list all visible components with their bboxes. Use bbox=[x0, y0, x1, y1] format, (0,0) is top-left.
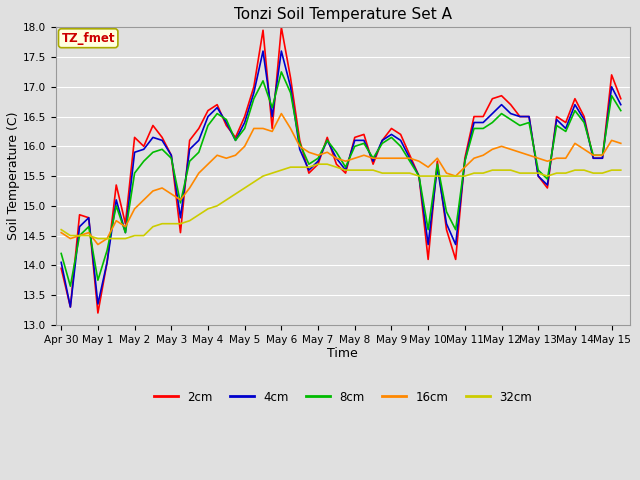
16cm bbox=[278, 111, 285, 117]
Line: 4cm: 4cm bbox=[61, 51, 621, 307]
Line: 32cm: 32cm bbox=[61, 164, 621, 239]
4cm bbox=[58, 260, 65, 265]
16cm bbox=[94, 241, 102, 247]
16cm bbox=[113, 218, 120, 224]
8cm bbox=[562, 129, 570, 134]
16cm bbox=[177, 197, 184, 203]
8cm bbox=[177, 200, 184, 206]
2cm bbox=[278, 24, 285, 30]
2cm bbox=[58, 265, 65, 271]
2cm bbox=[177, 230, 184, 236]
2cm bbox=[617, 96, 625, 102]
32cm bbox=[94, 236, 102, 241]
4cm bbox=[351, 137, 358, 143]
Title: Tonzi Soil Temperature Set A: Tonzi Soil Temperature Set A bbox=[234, 7, 452, 22]
4cm bbox=[213, 105, 221, 110]
16cm bbox=[562, 156, 570, 161]
2cm bbox=[415, 173, 423, 179]
X-axis label: Time: Time bbox=[328, 348, 358, 360]
Text: TZ_fmet: TZ_fmet bbox=[61, 32, 115, 45]
8cm bbox=[58, 251, 65, 256]
Line: 2cm: 2cm bbox=[61, 27, 621, 313]
Legend: 2cm, 4cm, 8cm, 16cm, 32cm: 2cm, 4cm, 8cm, 16cm, 32cm bbox=[149, 386, 536, 408]
16cm bbox=[351, 156, 358, 161]
16cm bbox=[58, 230, 65, 236]
4cm bbox=[562, 126, 570, 132]
32cm bbox=[177, 221, 184, 227]
2cm bbox=[562, 120, 570, 125]
2cm bbox=[213, 102, 221, 108]
32cm bbox=[113, 236, 120, 241]
32cm bbox=[58, 227, 65, 232]
32cm bbox=[617, 167, 625, 173]
8cm bbox=[113, 203, 120, 209]
32cm bbox=[314, 161, 322, 167]
16cm bbox=[617, 141, 625, 146]
32cm bbox=[415, 173, 423, 179]
4cm bbox=[617, 102, 625, 108]
Y-axis label: Soil Temperature (C): Soil Temperature (C) bbox=[7, 112, 20, 240]
4cm bbox=[67, 304, 74, 310]
16cm bbox=[213, 152, 221, 158]
32cm bbox=[351, 167, 358, 173]
8cm bbox=[278, 69, 285, 75]
2cm bbox=[113, 182, 120, 188]
2cm bbox=[94, 310, 102, 316]
8cm bbox=[415, 173, 423, 179]
4cm bbox=[177, 215, 184, 221]
4cm bbox=[113, 197, 120, 203]
Line: 8cm: 8cm bbox=[61, 72, 621, 286]
8cm bbox=[67, 283, 74, 289]
Line: 16cm: 16cm bbox=[61, 114, 621, 244]
32cm bbox=[213, 203, 221, 209]
32cm bbox=[562, 170, 570, 176]
8cm bbox=[617, 108, 625, 113]
4cm bbox=[259, 48, 267, 54]
2cm bbox=[351, 134, 358, 140]
8cm bbox=[351, 144, 358, 149]
8cm bbox=[213, 111, 221, 117]
4cm bbox=[415, 173, 423, 179]
16cm bbox=[415, 158, 423, 164]
